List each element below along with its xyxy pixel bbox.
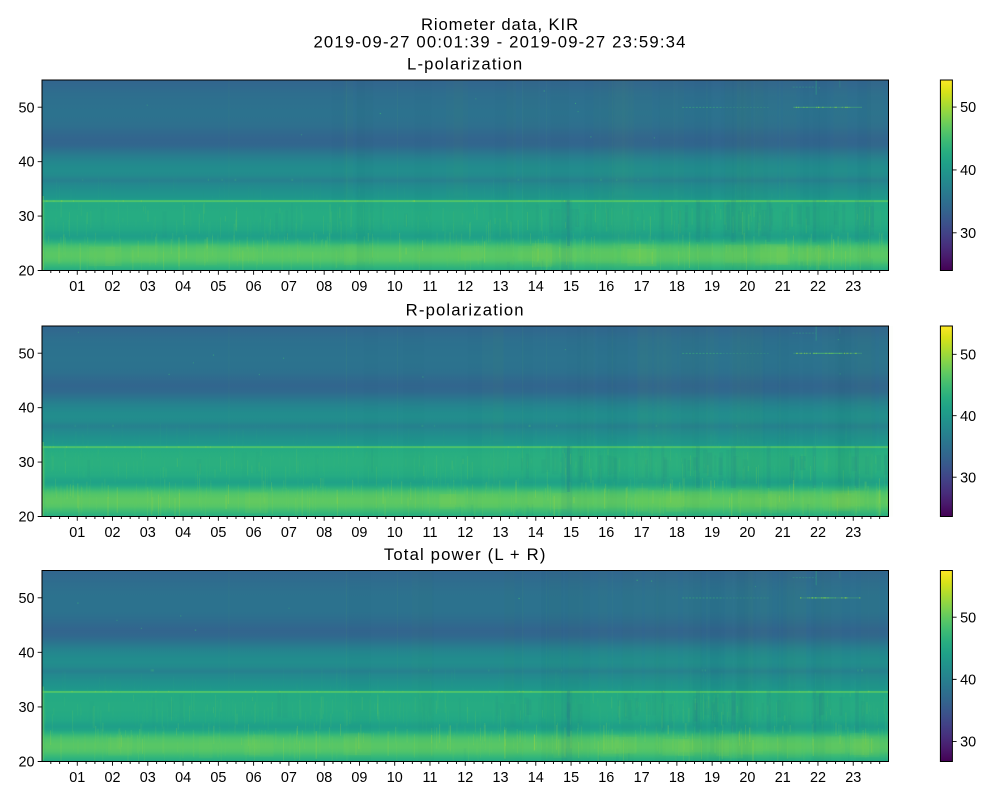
svg-text:Total power (L + R): Total power (L + R) bbox=[384, 545, 547, 564]
svg-text:05: 05 bbox=[210, 279, 226, 295]
svg-text:30: 30 bbox=[18, 700, 34, 716]
svg-text:14: 14 bbox=[528, 279, 544, 295]
svg-text:11: 11 bbox=[423, 770, 438, 786]
svg-text:40: 40 bbox=[960, 673, 976, 689]
svg-text:11: 11 bbox=[423, 525, 438, 541]
svg-text:20: 20 bbox=[18, 264, 34, 280]
svg-text:18: 18 bbox=[669, 279, 685, 295]
svg-text:40: 40 bbox=[18, 155, 34, 171]
svg-text:08: 08 bbox=[316, 279, 332, 295]
svg-text:18: 18 bbox=[669, 525, 685, 541]
svg-text:13: 13 bbox=[492, 770, 508, 786]
svg-text:23: 23 bbox=[845, 525, 861, 541]
svg-text:06: 06 bbox=[246, 525, 262, 541]
svg-text:40: 40 bbox=[18, 646, 34, 662]
svg-text:05: 05 bbox=[210, 525, 226, 541]
svg-text:50: 50 bbox=[960, 610, 976, 626]
svg-text:30: 30 bbox=[960, 226, 976, 242]
svg-text:22: 22 bbox=[810, 525, 826, 541]
svg-text:16: 16 bbox=[598, 525, 614, 541]
svg-text:50: 50 bbox=[960, 347, 976, 363]
svg-text:15: 15 bbox=[563, 279, 579, 295]
svg-text:50: 50 bbox=[18, 346, 34, 362]
svg-text:19: 19 bbox=[704, 770, 720, 786]
svg-text:09: 09 bbox=[351, 770, 367, 786]
svg-text:15: 15 bbox=[563, 525, 579, 541]
svg-text:2019-09-27 00:01:39 - 2019-09-: 2019-09-27 00:01:39 - 2019-09-27 23:59:3… bbox=[313, 32, 686, 51]
svg-text:07: 07 bbox=[281, 770, 297, 786]
svg-text:23: 23 bbox=[845, 279, 861, 295]
svg-text:20: 20 bbox=[739, 525, 755, 541]
svg-text:09: 09 bbox=[351, 525, 367, 541]
svg-text:06: 06 bbox=[246, 770, 262, 786]
svg-text:10: 10 bbox=[387, 279, 403, 295]
svg-text:20: 20 bbox=[18, 510, 34, 526]
svg-text:17: 17 bbox=[634, 279, 650, 295]
svg-text:17: 17 bbox=[634, 525, 650, 541]
svg-text:12: 12 bbox=[457, 525, 473, 541]
svg-text:21: 21 bbox=[775, 770, 791, 786]
svg-text:R-polarization: R-polarization bbox=[406, 301, 525, 320]
svg-text:50: 50 bbox=[18, 100, 34, 116]
svg-text:03: 03 bbox=[140, 525, 156, 541]
svg-text:01: 01 bbox=[69, 279, 85, 295]
svg-text:03: 03 bbox=[140, 770, 156, 786]
svg-text:02: 02 bbox=[104, 770, 120, 786]
svg-text:22: 22 bbox=[810, 770, 826, 786]
svg-text:12: 12 bbox=[457, 279, 473, 295]
svg-text:18: 18 bbox=[669, 770, 685, 786]
svg-text:10: 10 bbox=[387, 770, 403, 786]
svg-text:15: 15 bbox=[563, 770, 579, 786]
svg-text:05: 05 bbox=[210, 770, 226, 786]
svg-text:19: 19 bbox=[704, 279, 720, 295]
svg-text:50: 50 bbox=[18, 591, 34, 607]
svg-text:11: 11 bbox=[423, 279, 438, 295]
svg-text:04: 04 bbox=[175, 525, 191, 541]
svg-text:02: 02 bbox=[104, 525, 120, 541]
svg-text:04: 04 bbox=[175, 770, 191, 786]
svg-text:14: 14 bbox=[528, 770, 544, 786]
svg-text:21: 21 bbox=[775, 525, 791, 541]
svg-text:30: 30 bbox=[960, 735, 976, 751]
svg-text:50: 50 bbox=[960, 100, 976, 116]
svg-text:L-polarization: L-polarization bbox=[407, 55, 523, 74]
svg-text:06: 06 bbox=[246, 279, 262, 295]
svg-text:30: 30 bbox=[18, 209, 34, 225]
svg-text:07: 07 bbox=[281, 525, 297, 541]
svg-text:21: 21 bbox=[775, 279, 791, 295]
svg-text:08: 08 bbox=[316, 770, 332, 786]
svg-text:20: 20 bbox=[739, 279, 755, 295]
svg-text:40: 40 bbox=[960, 409, 976, 425]
svg-text:40: 40 bbox=[960, 163, 976, 179]
svg-text:20: 20 bbox=[18, 755, 34, 771]
svg-text:13: 13 bbox=[492, 525, 508, 541]
svg-text:14: 14 bbox=[528, 525, 544, 541]
svg-text:13: 13 bbox=[492, 279, 508, 295]
svg-text:10: 10 bbox=[387, 525, 403, 541]
svg-text:23: 23 bbox=[845, 770, 861, 786]
svg-text:16: 16 bbox=[598, 770, 614, 786]
svg-text:03: 03 bbox=[140, 279, 156, 295]
svg-text:01: 01 bbox=[69, 525, 85, 541]
svg-text:04: 04 bbox=[175, 279, 191, 295]
svg-text:01: 01 bbox=[69, 770, 85, 786]
svg-text:20: 20 bbox=[739, 770, 755, 786]
svg-text:19: 19 bbox=[704, 525, 720, 541]
svg-text:16: 16 bbox=[598, 279, 614, 295]
svg-text:07: 07 bbox=[281, 279, 297, 295]
svg-text:12: 12 bbox=[457, 770, 473, 786]
svg-text:09: 09 bbox=[351, 279, 367, 295]
svg-text:17: 17 bbox=[634, 770, 650, 786]
svg-text:40: 40 bbox=[18, 401, 34, 417]
svg-text:08: 08 bbox=[316, 525, 332, 541]
svg-text:Riometer data, KIR: Riometer data, KIR bbox=[421, 15, 579, 34]
svg-text:30: 30 bbox=[18, 455, 34, 471]
svg-text:22: 22 bbox=[810, 279, 826, 295]
svg-text:02: 02 bbox=[104, 279, 120, 295]
svg-text:30: 30 bbox=[960, 470, 976, 486]
